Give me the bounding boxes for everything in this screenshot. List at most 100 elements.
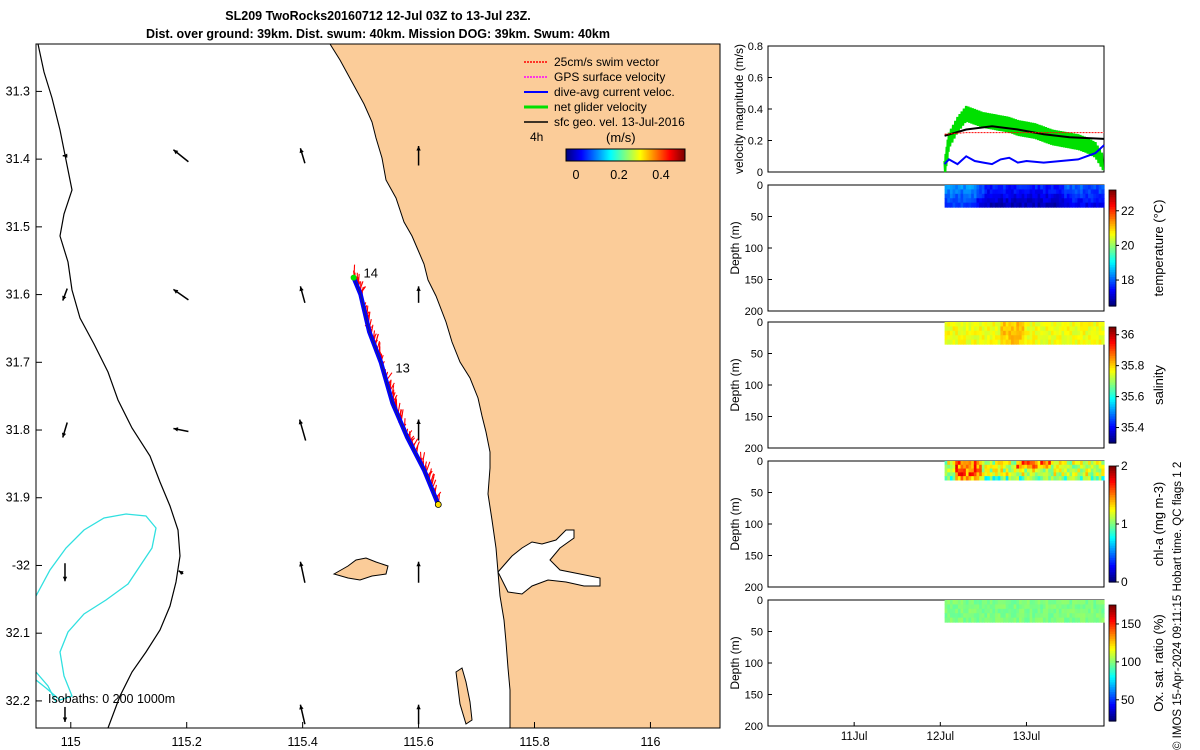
oxygen-cell — [963, 600, 967, 606]
chl-a-cell — [1090, 472, 1094, 477]
chl-a-cell — [1093, 468, 1097, 473]
temperature-colorbar-cell — [1109, 233, 1116, 237]
chl-a-cell — [1000, 472, 1004, 477]
temperature-cell — [981, 193, 986, 199]
chl-a-cell — [984, 476, 988, 481]
temperature-cell — [965, 189, 970, 195]
chl-a-cell — [1042, 468, 1047, 473]
map-colorbar-cell — [584, 149, 586, 161]
oxygen-cell — [1096, 600, 1100, 606]
salinity-colorbar-cell — [1109, 356, 1116, 360]
chl-a-cell — [952, 472, 956, 477]
oxygen-cell — [1034, 613, 1039, 619]
oxygen-cell — [984, 600, 988, 606]
temperature-cell — [1058, 189, 1063, 195]
oxygen-colorbar-cell — [1109, 636, 1116, 640]
map-colorbar-cell — [577, 149, 579, 161]
oxygen-cell — [984, 608, 988, 614]
oxygen-cell — [1040, 604, 1044, 610]
temperature-cell — [1018, 193, 1023, 199]
oxygen-cell — [1093, 613, 1097, 619]
chl-a-cell — [1101, 472, 1105, 477]
salinity-cell — [1016, 326, 1020, 332]
oxygen-cell — [1032, 608, 1036, 614]
oxygen-colorbar-cell — [1109, 605, 1116, 609]
temperature-cell — [1003, 185, 1007, 191]
oxygen-cell — [968, 604, 972, 610]
salinity-cell — [963, 326, 967, 332]
map-colorbar-cell — [630, 149, 632, 161]
oxygen-cell — [981, 600, 986, 606]
oxygen-cell — [957, 617, 962, 623]
temperature-cell — [1026, 193, 1031, 199]
chl-a-cell — [1061, 468, 1065, 473]
oxygen-colorbar-cell — [1109, 648, 1116, 652]
oxygen-cell — [984, 604, 988, 610]
map-colorbar-cell — [605, 149, 607, 161]
temperature-cell — [1011, 198, 1015, 204]
temperature-cell — [1013, 185, 1017, 191]
chl-a-cell — [1042, 461, 1047, 466]
salinity-cell — [1096, 322, 1100, 328]
salinity-cell — [944, 326, 948, 332]
temperature-cell — [968, 198, 972, 204]
map-colorbar-cell — [613, 149, 615, 161]
map-colorbar-cell — [625, 149, 627, 161]
oxygen-cell — [1045, 613, 1049, 619]
map-y-tick-label: 31.9 — [6, 491, 30, 505]
chl-a-cell — [1082, 472, 1087, 477]
map-y-tick-label: 32.1 — [6, 626, 30, 640]
map-frame — [35, 43, 721, 729]
map-colorbar-cell — [668, 149, 670, 161]
salinity-cell — [981, 335, 986, 341]
oxygen-cell — [1016, 613, 1020, 619]
oxygen-cell — [1026, 613, 1031, 619]
temperature-cell — [992, 202, 996, 208]
map-colorbar-cell — [654, 149, 656, 161]
salinity-cell — [1040, 326, 1044, 332]
chl-a-cell — [979, 476, 983, 481]
oxygen-cell — [1080, 613, 1084, 619]
salinity-cell — [995, 322, 999, 328]
salinity-cell — [947, 339, 951, 345]
temperature-cell — [1040, 189, 1044, 195]
salinity-cell — [1090, 326, 1094, 332]
temperature-cell — [1050, 189, 1055, 195]
temperature-cell — [1082, 202, 1087, 208]
oxygen-colorbar-cell — [1109, 658, 1116, 662]
oxygen-cell — [1040, 613, 1044, 619]
oxygen-cell — [1029, 604, 1033, 610]
chl-a-cell — [957, 472, 962, 477]
oxygen-cell — [987, 613, 991, 619]
temperature-cell — [1096, 193, 1100, 199]
oxygen-cell — [987, 608, 991, 614]
temperature-cell — [1016, 198, 1020, 204]
map-colorbar-cell — [648, 149, 650, 161]
temperature-cell — [973, 185, 978, 191]
chl-a-colorbar-cell — [1109, 492, 1116, 496]
salinity-cell — [979, 330, 983, 336]
chl-a-cell — [1085, 476, 1089, 481]
current-vector-arrow — [416, 561, 421, 583]
map-colorbar-cell — [596, 149, 598, 161]
oxygen-cell — [965, 604, 970, 610]
oxygen-colorbar-cell — [1109, 682, 1116, 686]
map-colorbar-cell — [681, 149, 683, 161]
temperature-cell — [979, 185, 983, 191]
map-colorbar-cell — [604, 149, 606, 161]
salinity-cell — [1088, 330, 1092, 336]
oxygen-cell — [1058, 617, 1063, 623]
salinity-cell — [1048, 326, 1052, 332]
track-end-marker — [434, 501, 442, 508]
salinity-colorbar-cell — [1109, 440, 1116, 444]
salinity-cell — [989, 335, 994, 341]
chl-a-cell — [1072, 476, 1076, 481]
temperature-cell — [1024, 193, 1028, 199]
salinity-colorbar-cell — [1109, 406, 1116, 410]
chl-a-cell — [1085, 468, 1089, 473]
chl-a-cell — [1037, 468, 1041, 473]
oxygen-cell — [1093, 604, 1097, 610]
oxygen-cell — [944, 613, 948, 619]
temperature-cell — [963, 189, 967, 195]
